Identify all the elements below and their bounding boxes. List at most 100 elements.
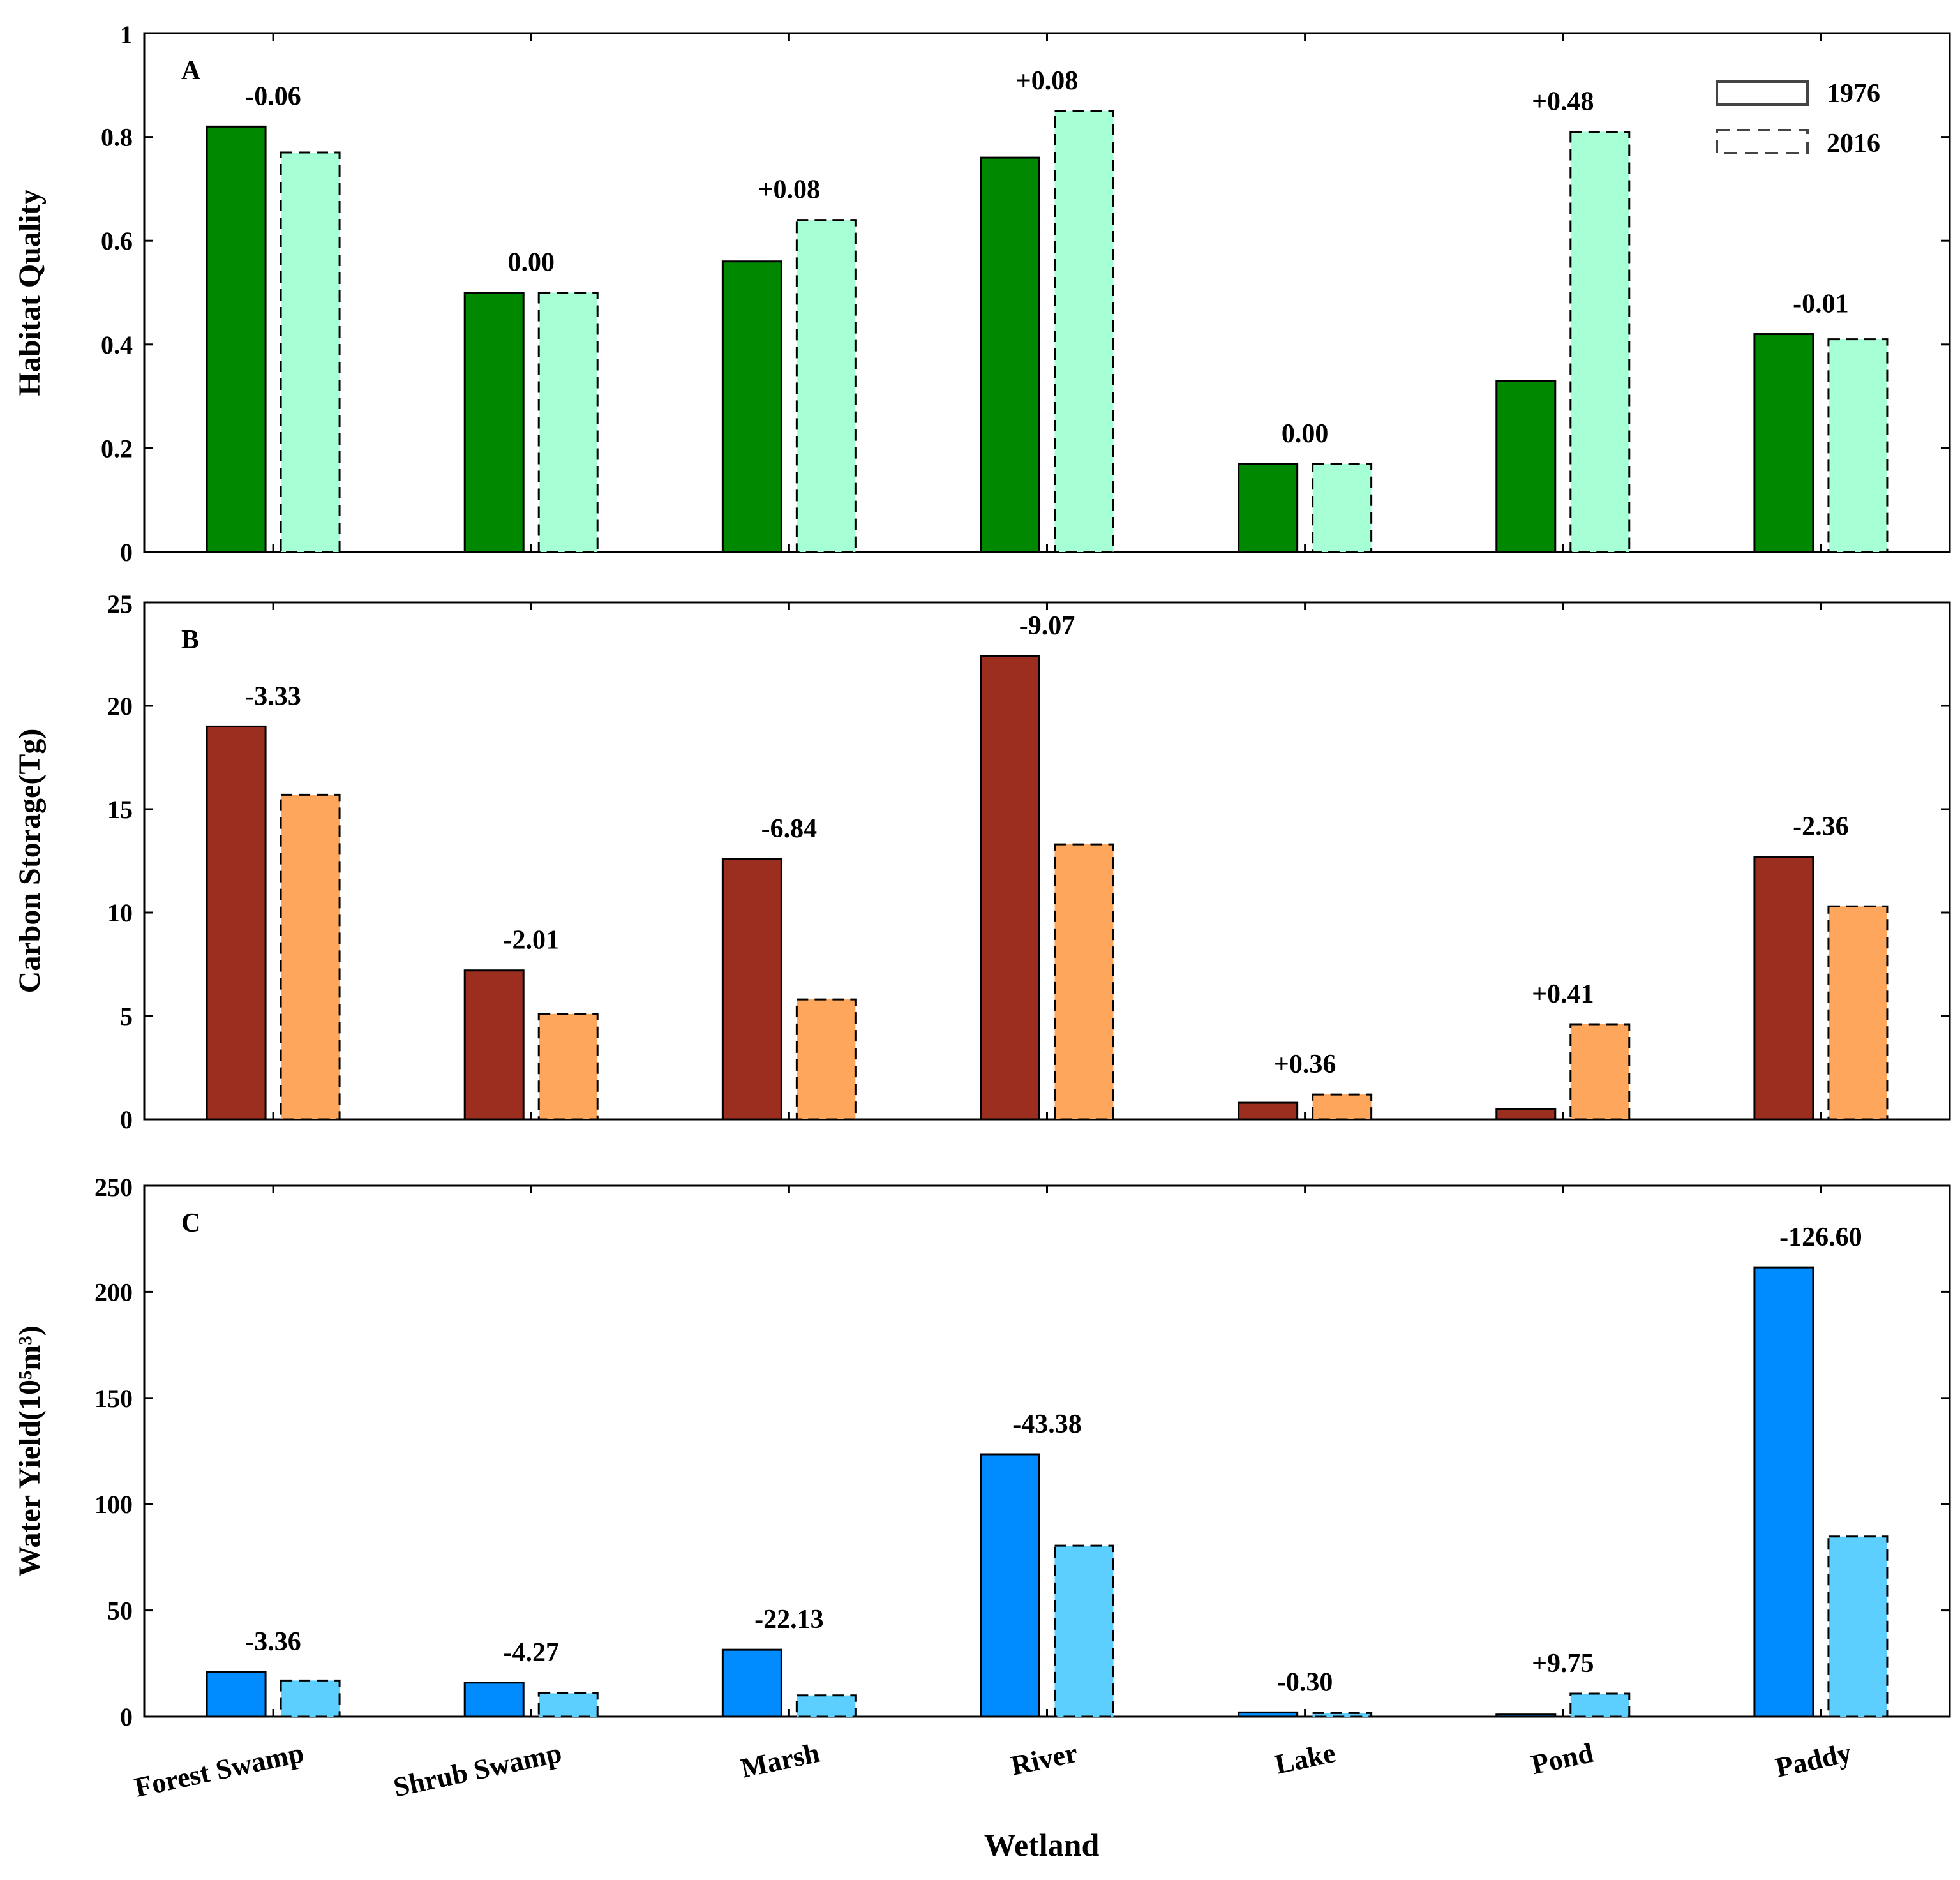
- y-tick-label: 250: [94, 1173, 133, 1202]
- bar-2016: [795, 998, 857, 1121]
- bar-2016: [1054, 110, 1114, 553]
- panel-c: 0 50 100 150 200 250 Water Yield(10⁵m³) C -3.36 -…: [13, 1173, 1951, 1803]
- panel-letter: B: [181, 625, 199, 655]
- y-axis-label: Habitat Quality: [13, 189, 47, 396]
- change-label: -0.30: [1277, 1667, 1333, 1697]
- change-label: -3.33: [245, 682, 301, 711]
- y-tick-label: 20: [107, 692, 133, 720]
- bar-1976: [721, 1648, 782, 1718]
- bar-2016: [1569, 1023, 1631, 1121]
- bar-1976: [1495, 1713, 1557, 1718]
- bar-1976: [206, 1671, 267, 1718]
- bar-1976: [206, 725, 267, 1121]
- bar-2016: [1569, 1692, 1631, 1718]
- y-tick-label: 0: [120, 1105, 133, 1134]
- change-label: +0.08: [758, 175, 820, 205]
- plot-frame: [143, 601, 1951, 1121]
- bar-2016: [1312, 463, 1373, 553]
- x-category-label: Pond: [1529, 1737, 1596, 1780]
- x-category-label: Paddy: [1773, 1737, 1854, 1784]
- bar-2016: [280, 1679, 341, 1718]
- change-label: +0.41: [1532, 980, 1594, 1009]
- change-label: -4.27: [503, 1638, 559, 1667]
- legend-label-1976: 1976: [1827, 79, 1880, 108]
- bar-2016: [795, 1694, 857, 1718]
- panel-letter: A: [181, 56, 201, 86]
- change-label: -2.01: [503, 926, 559, 955]
- y-tick-label: 0: [120, 1703, 133, 1731]
- bar-2016: [795, 219, 857, 553]
- bar-2016: [1312, 1712, 1373, 1718]
- panel-b: 0 5 10 15 20 25 Carbon Storage(Tg) B -3.33 -2.01 -…: [13, 590, 1951, 1134]
- y-tick-label: 15: [107, 795, 133, 824]
- change-label: -2.36: [1793, 812, 1849, 842]
- x-category-label: Lake: [1272, 1737, 1338, 1780]
- plot-frame: [143, 32, 1951, 553]
- y-tick-label: 0: [120, 538, 133, 567]
- bar-1976: [721, 858, 782, 1121]
- bar-1976: [980, 156, 1040, 553]
- bar-2016: [537, 1013, 599, 1121]
- bar-1976: [1753, 856, 1814, 1121]
- y-tick-label: 10: [107, 899, 133, 927]
- panel-a: 0 0.2 0.4 0.6 0.8 1 Habitat Quality A -0.06 0.00 +…: [13, 20, 1951, 567]
- x-category-label: River: [1008, 1737, 1081, 1782]
- bar-2016: [280, 793, 341, 1121]
- change-label: 0.00: [507, 248, 555, 278]
- bar-1976: [1753, 333, 1814, 553]
- bar-1976: [1238, 463, 1299, 553]
- change-label: -126.60: [1779, 1223, 1862, 1252]
- y-tick-label: 150: [94, 1384, 133, 1413]
- legend-swatch-2016: [1716, 129, 1809, 154]
- y-tick-label: 25: [107, 590, 133, 618]
- bar-2016: [537, 1692, 599, 1718]
- panel-letter: C: [181, 1209, 200, 1238]
- bar-1976: [721, 260, 782, 553]
- bar-1976: [1238, 1101, 1299, 1121]
- bar-2016: [1569, 130, 1631, 553]
- bar-1976: [980, 1453, 1040, 1718]
- bar-1976: [980, 655, 1040, 1121]
- change-label: -0.06: [245, 82, 301, 111]
- change-label: -22.13: [754, 1605, 824, 1634]
- bar-2016: [537, 292, 599, 553]
- y-tick-label: 1: [120, 20, 133, 49]
- y-tick-label: 100: [94, 1490, 133, 1519]
- change-label: +0.08: [1016, 66, 1078, 96]
- plot-frame: [143, 1184, 1951, 1718]
- legend-swatch-1976: [1716, 80, 1809, 106]
- y-tick-label: 5: [120, 1002, 133, 1031]
- legend-label-2016: 2016: [1827, 129, 1880, 158]
- bar-1976: [463, 969, 525, 1121]
- bar-2016: [1827, 1535, 1889, 1718]
- change-label: +0.36: [1274, 1050, 1336, 1079]
- x-axis-label: Wetland: [984, 1827, 1100, 1863]
- y-tick-label: 0.2: [101, 434, 133, 463]
- bar-1976: [463, 292, 525, 553]
- change-label: 0.00: [1282, 419, 1329, 449]
- legend: 1976 2016: [1716, 79, 1880, 158]
- y-axis-label: Water Yield(10⁵m³): [13, 1325, 47, 1577]
- bar-1976: [206, 125, 267, 553]
- change-label: -43.38: [1012, 1410, 1082, 1439]
- y-tick-label: 0.8: [101, 123, 133, 152]
- y-tick-label: 200: [94, 1278, 133, 1306]
- bar-2016: [1827, 338, 1889, 553]
- bar-1976: [1238, 1711, 1299, 1718]
- x-category-label: Forest Swamp: [132, 1737, 307, 1803]
- y-tick-label: 50: [107, 1597, 133, 1625]
- bar-2016: [1827, 905, 1889, 1121]
- bar-2016: [1054, 843, 1114, 1121]
- bar-1976: [1495, 380, 1557, 553]
- y-axis-label: Carbon Storage(Tg): [13, 729, 47, 994]
- bar-1976: [1495, 1108, 1557, 1121]
- change-label: -0.01: [1793, 290, 1849, 319]
- bar-2016: [280, 151, 341, 553]
- x-category-label: Marsh: [738, 1737, 822, 1784]
- change-label: -9.07: [1019, 611, 1075, 641]
- change-label: +0.48: [1532, 87, 1594, 116]
- bar-1976: [463, 1682, 525, 1718]
- bar-2016: [1054, 1544, 1114, 1718]
- x-category-label: Shrub Swamp: [391, 1737, 564, 1803]
- bar-1976: [1753, 1266, 1814, 1718]
